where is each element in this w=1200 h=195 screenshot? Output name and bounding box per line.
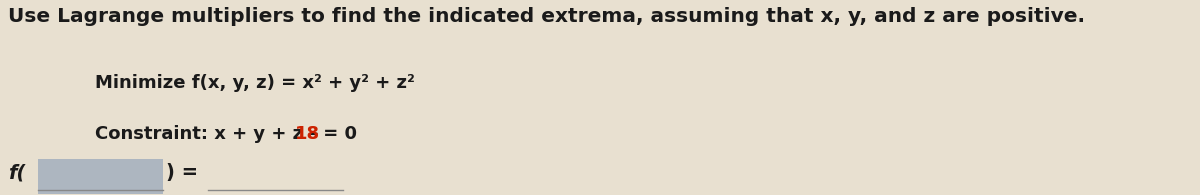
Text: = 0: = 0 bbox=[317, 125, 358, 143]
Text: f(: f( bbox=[8, 163, 25, 182]
Text: 18: 18 bbox=[295, 125, 320, 143]
Text: ) =: ) = bbox=[166, 163, 198, 182]
FancyBboxPatch shape bbox=[38, 160, 163, 194]
Text: Constraint: x + y + z –: Constraint: x + y + z – bbox=[95, 125, 324, 143]
Text: Minimize f(x, y, z) = x² + y² + z²: Minimize f(x, y, z) = x² + y² + z² bbox=[95, 74, 415, 92]
Text: Use Lagrange multipliers to find the indicated extrema, assuming that x, y, and : Use Lagrange multipliers to find the ind… bbox=[8, 6, 1085, 26]
